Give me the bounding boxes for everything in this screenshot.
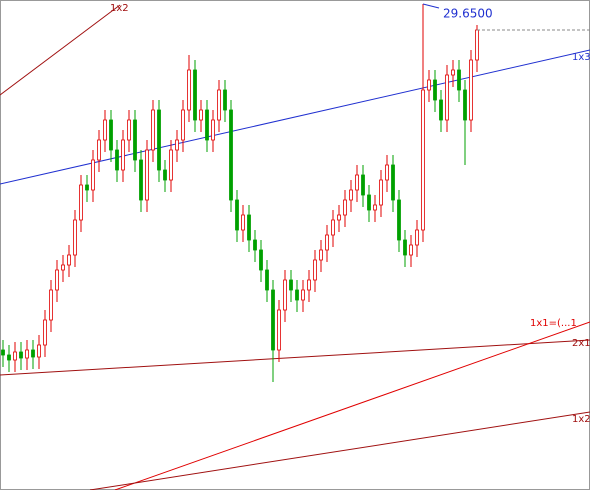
candle-body [247, 214, 251, 241]
gann-label: 1x3 [572, 52, 590, 63]
candle-body [253, 239, 257, 251]
candle-body [277, 309, 281, 351]
candle-body [163, 169, 167, 181]
candle-body [151, 109, 155, 151]
candle-body [223, 89, 227, 111]
candle-body [49, 289, 53, 321]
candle-body [25, 349, 29, 359]
candle-body [115, 149, 119, 171]
gann-line [0, 4, 121, 96]
candle-body [7, 354, 11, 361]
candle-body [91, 159, 95, 191]
candle-body [349, 189, 353, 201]
candle-body [205, 109, 209, 141]
gann-label: 1x1=(...1 [530, 318, 577, 329]
candle-body [199, 109, 203, 121]
candle-body [289, 279, 293, 291]
candle-body [379, 179, 383, 206]
candle-body [13, 351, 17, 361]
candle-body [469, 59, 473, 121]
candle-body [85, 184, 89, 191]
candle-body [235, 199, 239, 231]
candle-body [385, 164, 389, 181]
candle-body [175, 139, 179, 151]
candle-body [127, 119, 131, 141]
candle-body [307, 279, 311, 291]
candle-body [241, 214, 245, 231]
candle-body [397, 199, 401, 241]
gann-line [114, 321, 590, 490]
candle-body [157, 109, 161, 171]
candle-body [79, 184, 83, 221]
candle-body [97, 139, 101, 161]
candle-body [67, 254, 71, 266]
candle-body [355, 174, 359, 191]
candle-body [181, 109, 185, 141]
candle-body [373, 204, 377, 211]
candle-body [367, 194, 371, 211]
candle-body [301, 289, 305, 301]
candle-body [121, 139, 125, 171]
candle-body [415, 229, 419, 246]
candle-body [19, 351, 23, 359]
candle-body [73, 219, 77, 256]
candle-body [61, 264, 65, 271]
candle-body [133, 119, 137, 161]
candle-body [463, 89, 467, 121]
candle-body [271, 289, 275, 351]
candle-body [439, 99, 443, 121]
high-marker [422, 3, 440, 9]
candle-body [331, 219, 335, 236]
candle-body [283, 279, 287, 311]
high-label: 29.6500 [443, 7, 493, 21]
gann-line [0, 49, 590, 185]
candle-body [193, 69, 197, 121]
candle-body [229, 109, 233, 201]
candle-body [475, 29, 479, 61]
candle-body [409, 244, 413, 256]
gann-line [89, 411, 590, 490]
gann-line [0, 339, 590, 376]
candle-body [187, 69, 191, 111]
candle-body [43, 319, 47, 346]
candle-body [109, 119, 113, 151]
gann-label: 1x2 [110, 3, 129, 14]
candle-body [337, 214, 341, 221]
candle-body [313, 259, 317, 281]
candle-body [343, 199, 347, 216]
candle-body [265, 269, 269, 291]
candle-body [31, 349, 35, 358]
candle-body [361, 174, 365, 196]
candle-body [145, 149, 149, 201]
candle-body [211, 119, 215, 141]
candle-body [433, 79, 437, 101]
candle-body [325, 234, 329, 251]
candle-body [37, 344, 41, 358]
candle-body [445, 74, 449, 121]
candle-body [451, 69, 455, 76]
gann-label: 1x2 [572, 414, 590, 425]
candle-body [403, 239, 407, 256]
candle-body [55, 269, 59, 291]
candle-body [421, 89, 425, 231]
gann-label: 2x1 [572, 338, 590, 349]
candle-body [1, 349, 5, 356]
candle-body [103, 119, 107, 141]
candle-body [259, 249, 263, 271]
candle-body [391, 164, 395, 201]
candle-body [457, 69, 461, 91]
candle-body [139, 159, 143, 201]
candle-body [427, 79, 431, 91]
candle-body [319, 249, 323, 261]
candle-body [295, 289, 299, 301]
candle-body [169, 149, 173, 181]
candle-body [217, 89, 221, 121]
